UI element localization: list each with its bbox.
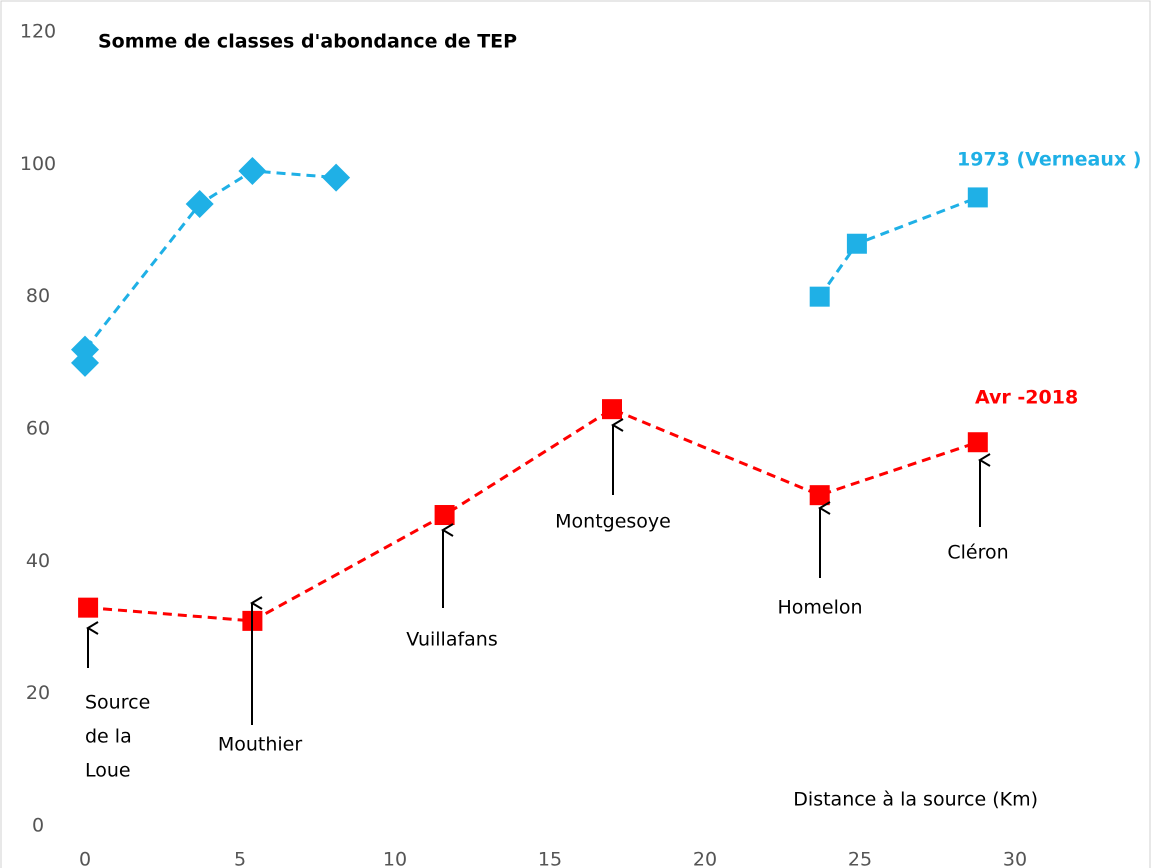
y-tick-label: 40 [26,550,50,572]
x-tick-label: 25 [848,849,872,868]
marker-square [809,485,830,506]
y-tick-label: 20 [26,682,50,704]
x-tick-label: 10 [383,849,407,868]
annotation: Loue [85,760,131,782]
y-tick-label: 60 [26,418,50,440]
marker-diamond [185,190,214,219]
marker-square [846,233,867,254]
marker-square [809,286,830,307]
annotation: Mouthier [218,734,303,756]
series-label: 1973 (Verneaux ) [957,149,1141,171]
marker-diamond [322,163,351,192]
marker-diamond [71,335,99,364]
annotation: Source [85,692,150,714]
annotation: Homelon [777,597,862,619]
x-tick-label: 5 [234,849,246,868]
y-tick-label: 80 [26,285,50,307]
annotation: Cléron [947,542,1008,564]
x-tick-label: 15 [538,849,562,868]
annotation: Montgesoye [555,511,671,533]
chart-title: Somme de classes d'abondance de TEP [98,31,517,53]
y-tick-label: 0 [32,815,44,837]
x-axis-label: Distance à la source (Km) [793,789,1038,811]
y-tick-label: 120 [20,21,56,43]
marker-square [78,597,99,618]
series-line [83,169,979,363]
marker-square [967,187,988,208]
marker-diamond [238,156,267,185]
x-tick-label: 20 [693,849,717,868]
marker-square [434,505,455,526]
marker-square [967,432,988,453]
y-tick-label: 100 [20,153,56,175]
annotation: de la [85,726,132,748]
x-tick-label: 0 [79,849,91,868]
annotation: Vuillafans [406,629,498,651]
series-line [87,407,979,623]
marker-square [602,399,622,420]
x-tick-label: 30 [1003,849,1027,868]
series-label: Avr -2018 [975,387,1078,409]
